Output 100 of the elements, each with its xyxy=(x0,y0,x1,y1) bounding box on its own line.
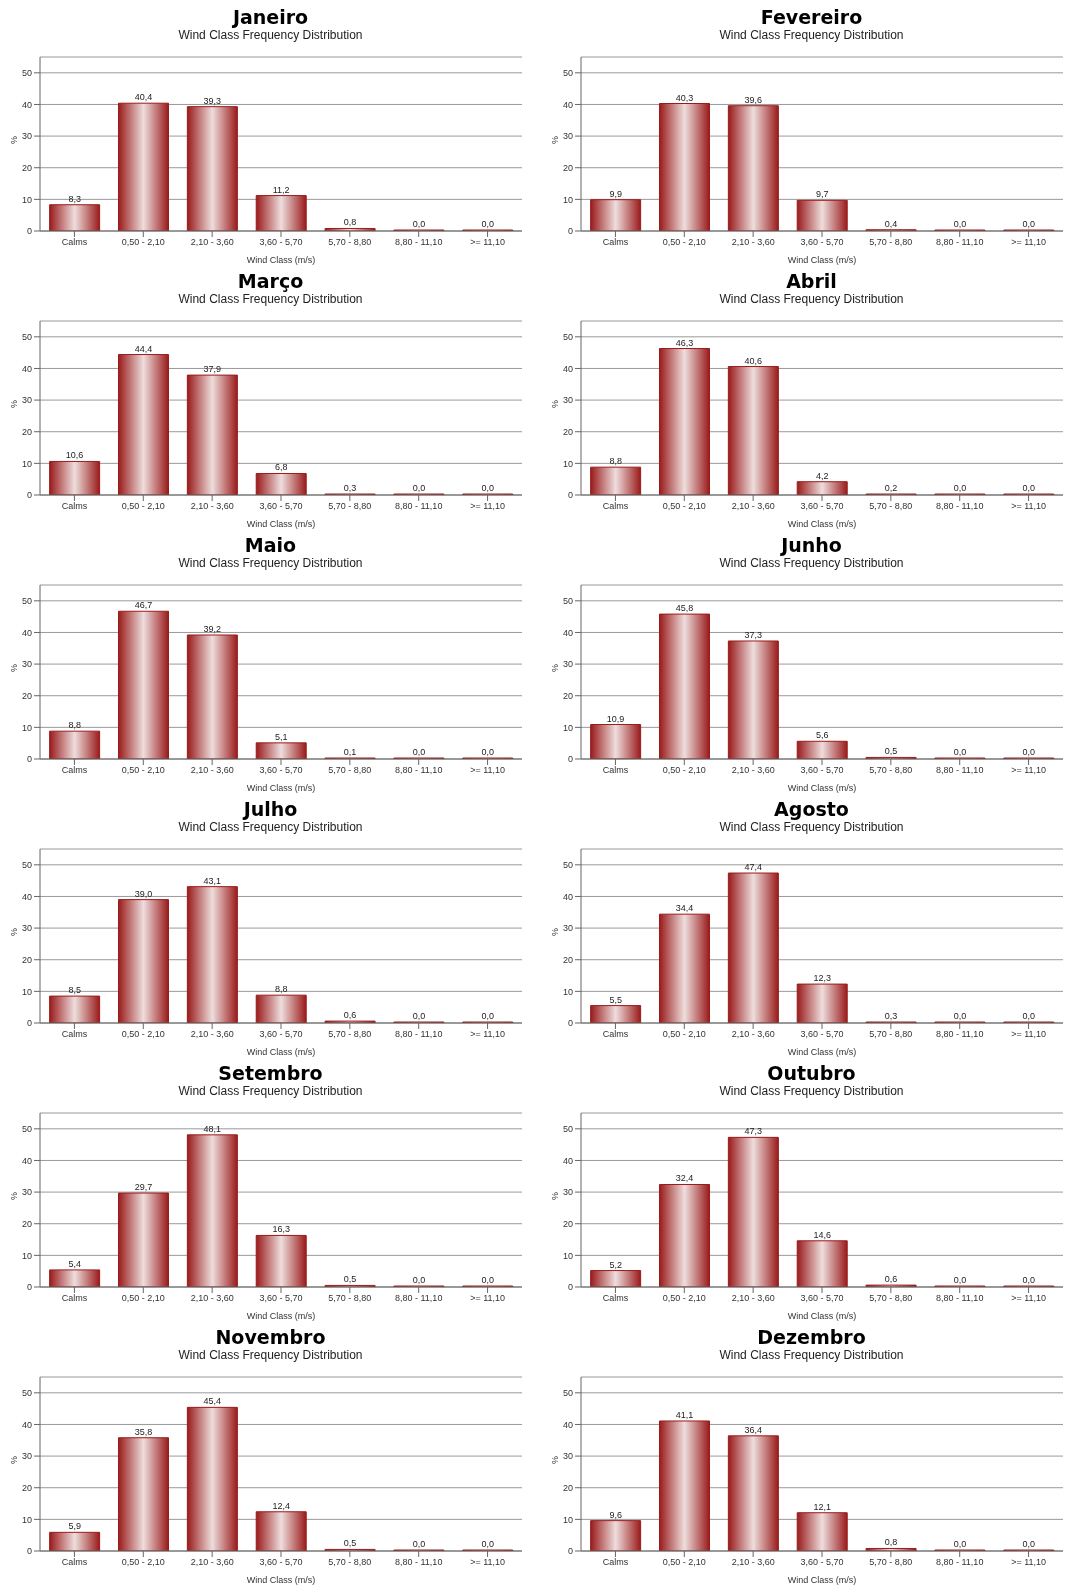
x-tick-label: 0,50 - 2,10 xyxy=(121,1293,165,1304)
x-tick-label: 0,50 - 2,10 xyxy=(121,501,165,512)
data-label: 0,0 xyxy=(481,1011,494,1021)
x-tick-label: 2,10 - 3,60 xyxy=(190,1293,234,1304)
x-tick-label: 2,10 - 3,60 xyxy=(190,1029,234,1040)
data-label: 39,2 xyxy=(203,623,221,634)
y-tick-label: 10 xyxy=(21,722,32,733)
data-label: 0,0 xyxy=(1022,1539,1035,1549)
y-tick-label: 0 xyxy=(26,754,32,765)
chart-subtitle: Wind Class Frequency Distribution xyxy=(178,556,363,571)
x-tick-label: 2,10 - 3,60 xyxy=(731,765,775,776)
data-label: 0,2 xyxy=(884,483,897,493)
x-tick-label: 2,10 - 3,60 xyxy=(190,501,234,512)
data-label: 0,0 xyxy=(412,1275,425,1285)
data-label: 0,6 xyxy=(343,1010,356,1021)
y-tick-label: 20 xyxy=(21,954,32,965)
data-label: 5,9 xyxy=(67,1521,81,1532)
data-label: 8,3 xyxy=(67,193,81,204)
x-tick-label: >= 11,10 xyxy=(1010,765,1046,776)
y-tick-label: 0 xyxy=(26,1546,32,1557)
y-axis-title: % xyxy=(549,399,560,408)
x-tick-label: 2,10 - 3,60 xyxy=(731,501,775,512)
x-tick-label: 5,70 - 8,80 xyxy=(327,237,371,248)
data-label: 6,8 xyxy=(274,462,287,473)
data-label: 41,1 xyxy=(675,1409,693,1420)
x-tick-label: 2,10 - 3,60 xyxy=(731,1293,775,1304)
data-label: 0,8 xyxy=(343,217,356,228)
y-tick-label: 40 xyxy=(562,891,573,902)
data-label: 34,4 xyxy=(675,903,693,914)
y-axis-title: % xyxy=(8,663,19,672)
chart-title: Outubro xyxy=(767,1062,856,1084)
data-label: 32,4 xyxy=(675,1173,693,1184)
y-tick-label: 30 xyxy=(562,659,573,670)
data-label: 0,0 xyxy=(1022,483,1035,493)
data-label: 39,3 xyxy=(203,95,221,106)
x-tick-label: Calms xyxy=(602,1557,629,1568)
y-tick-label: 10 xyxy=(21,1250,32,1261)
data-label: 4,2 xyxy=(815,470,828,481)
x-axis-title: Wind Class (m/s) xyxy=(246,1575,315,1585)
chart-subtitle: Wind Class Frequency Distribution xyxy=(178,1084,363,1099)
data-label: 0,0 xyxy=(953,1011,966,1021)
y-tick-label: 30 xyxy=(21,395,32,406)
y-tick-label: 0 xyxy=(567,1282,573,1293)
x-axis-title: Wind Class (m/s) xyxy=(246,1047,315,1057)
data-label: 0,0 xyxy=(481,219,494,229)
data-label: 35,8 xyxy=(134,1426,152,1437)
chart-title: Novembro xyxy=(215,1326,326,1348)
y-tick-label: 0 xyxy=(26,226,32,237)
y-tick-label: 40 xyxy=(21,891,32,902)
data-label: 0,3 xyxy=(884,1011,897,1021)
data-label: 0,8 xyxy=(884,1537,897,1548)
chart-subtitle: Wind Class Frequency Distribution xyxy=(178,28,363,43)
x-tick-label: 3,60 - 5,70 xyxy=(258,1293,303,1304)
x-tick-label: >= 11,10 xyxy=(469,1557,505,1568)
x-axis-title: Wind Class (m/s) xyxy=(246,519,315,529)
y-tick-label: 30 xyxy=(21,923,32,934)
data-label: 40,3 xyxy=(675,92,693,103)
data-label: 0,0 xyxy=(953,219,966,229)
data-label: 0,0 xyxy=(953,747,966,757)
data-label: 14,6 xyxy=(812,1229,831,1240)
data-label: 40,6 xyxy=(744,355,762,366)
y-tick-label: 50 xyxy=(21,1124,32,1135)
x-tick-label: 2,10 - 3,60 xyxy=(731,1557,775,1568)
data-label: 8,5 xyxy=(67,985,81,996)
x-tick-label: 2,10 - 3,60 xyxy=(731,237,775,248)
data-label: 29,7 xyxy=(134,1182,152,1193)
x-tick-label: 3,60 - 5,70 xyxy=(258,1029,303,1040)
chart-title: Agosto xyxy=(774,798,849,820)
x-tick-label: Calms xyxy=(602,1293,629,1304)
y-tick-label: 20 xyxy=(562,1482,573,1493)
x-tick-label: Calms xyxy=(61,501,88,512)
data-label: 0,0 xyxy=(412,747,425,757)
chart-title: Fevereiro xyxy=(760,6,863,28)
x-tick-label: 5,70 - 8,80 xyxy=(327,1293,371,1304)
y-tick-label: 50 xyxy=(21,332,32,343)
y-tick-label: 40 xyxy=(21,627,32,638)
y-tick-label: 10 xyxy=(21,986,32,997)
x-tick-label: 0,50 - 2,10 xyxy=(662,1029,706,1040)
y-tick-label: 50 xyxy=(562,332,573,343)
y-tick-label: 10 xyxy=(562,1514,573,1525)
data-label: 0,0 xyxy=(481,483,494,493)
data-label: 46,3 xyxy=(675,337,693,348)
y-tick-label: 50 xyxy=(21,68,32,79)
x-tick-label: 3,60 - 5,70 xyxy=(799,1293,844,1304)
x-tick-label: >= 11,10 xyxy=(1010,501,1046,512)
data-label: 39,0 xyxy=(134,888,152,899)
x-tick-label: 3,60 - 5,70 xyxy=(799,1557,844,1568)
chart-subtitle: Wind Class Frequency Distribution xyxy=(178,1348,363,1363)
y-tick-label: 30 xyxy=(562,1187,573,1198)
x-axis-title: Wind Class (m/s) xyxy=(246,783,315,793)
y-tick-label: 20 xyxy=(562,1218,573,1229)
data-label: 36,4 xyxy=(744,1424,762,1435)
data-label: 0,0 xyxy=(953,483,966,493)
y-tick-label: 0 xyxy=(26,1018,32,1029)
x-axis-title: Wind Class (m/s) xyxy=(787,783,856,793)
x-axis-title: Wind Class (m/s) xyxy=(246,1311,315,1321)
x-tick-label: 8,80 - 11,10 xyxy=(394,765,442,776)
y-tick-label: 30 xyxy=(21,131,32,142)
y-tick-label: 10 xyxy=(562,986,573,997)
y-tick-label: 0 xyxy=(567,1018,573,1029)
